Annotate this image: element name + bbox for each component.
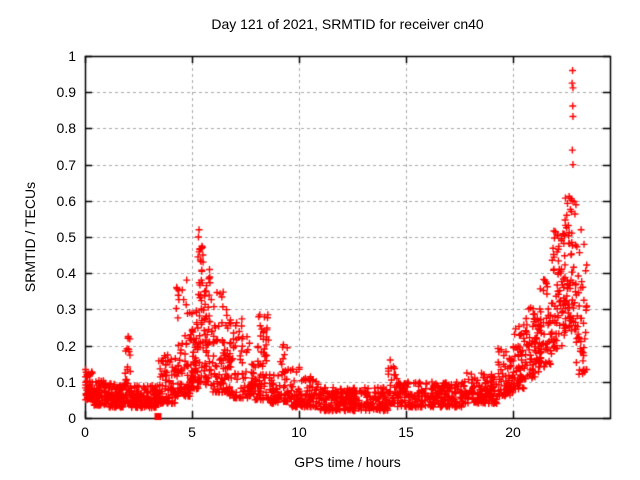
y-tick-label: 0.4: [56, 265, 76, 281]
y-tick-label: 0.5: [56, 229, 76, 245]
y-tick-label: 0.6: [56, 193, 76, 209]
y-tick-label: 0: [68, 410, 76, 426]
y-tick-label: 0.7: [56, 157, 76, 173]
x-tick-label: 20: [505, 424, 521, 440]
x-tick-label: 15: [398, 424, 414, 440]
y-tick-label: 0.9: [56, 84, 76, 100]
x-tick-label: 10: [291, 424, 307, 440]
chart-title: Day 121 of 2021, SRMTID for receiver cn4…: [211, 16, 484, 32]
x-tick-label: 5: [188, 424, 196, 440]
y-tick-label: 1: [68, 48, 76, 64]
y-tick-label: 0.2: [56, 338, 76, 354]
y-tick-label: 0.8: [56, 120, 76, 136]
x-axis-label: GPS time / hours: [294, 454, 401, 470]
x-tick-label: 0: [81, 424, 89, 440]
y-tick-label: 0.3: [56, 301, 76, 317]
y-tick-label: 0.1: [56, 374, 76, 390]
